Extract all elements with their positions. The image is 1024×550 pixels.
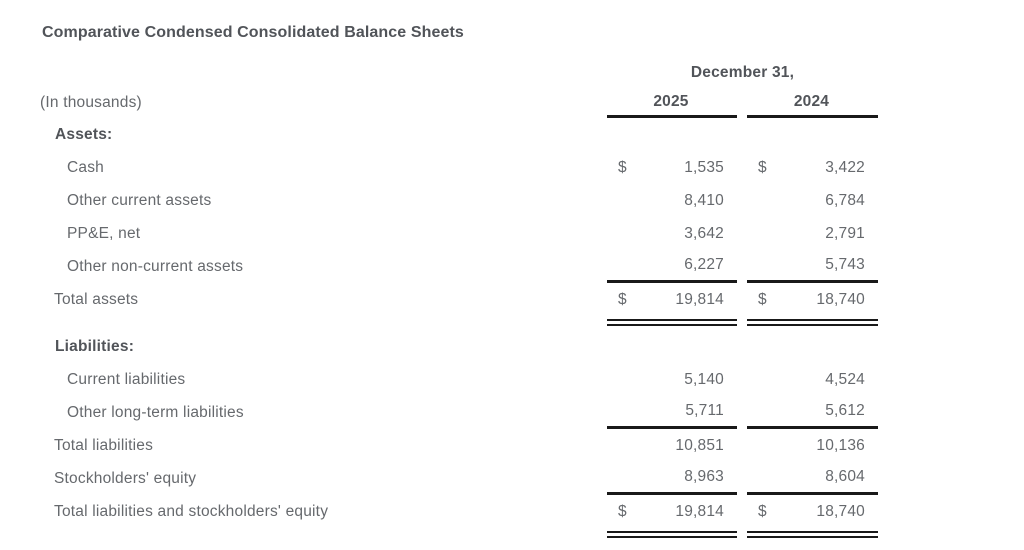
row-label: Total liabilities — [54, 436, 154, 454]
section-label: Assets: — [55, 125, 113, 143]
value-2024: 18,740 — [816, 502, 865, 520]
cell-2024: $ 3,422 — [747, 151, 878, 184]
column-header-2025: 2025 — [607, 88, 737, 118]
row-cash: Cash $ 1,535 $ 3,422 — [40, 151, 878, 184]
cell-2024: 5,743 — [747, 250, 878, 283]
row-label: Total assets — [54, 290, 139, 308]
value-2025: 8,963 — [684, 468, 724, 485]
row-label: Total liabilities and stockholders' equi… — [54, 502, 329, 520]
double-rule-grand-total — [40, 531, 878, 538]
cell-2025: $ 19,814 — [607, 495, 737, 528]
value-2025: 19,814 — [675, 502, 724, 520]
double-rule-total-assets — [40, 319, 878, 326]
row-other-long-term-liabilities: Other long-term liabilities 5,711 5,612 — [40, 396, 878, 429]
period-header: December 31, — [690, 64, 795, 81]
value-2025: 3,642 — [684, 224, 724, 242]
cell-2025: $ 1,535 — [607, 151, 737, 184]
value-2024: 18,740 — [816, 290, 865, 308]
cell-2025: 10,851 — [607, 429, 737, 462]
row-label: Other current assets — [67, 191, 212, 209]
cell-2025: 5,140 — [607, 363, 737, 396]
row-total-liabilities: Total liabilities 10,851 10,136 — [40, 429, 878, 462]
value-2024: 2,791 — [825, 224, 865, 242]
row-label: Current liabilities — [67, 370, 186, 388]
value-2024: 6,784 — [825, 191, 865, 209]
row-ppe-net: PP&E, net 3,642 2,791 — [40, 217, 878, 250]
currency-symbol: $ — [758, 158, 767, 176]
row-other-current-assets: Other current assets 8,410 6,784 — [40, 184, 878, 217]
value-2024: 3,422 — [825, 158, 865, 176]
row-label: Other long-term liabilities — [67, 403, 244, 421]
value-2024: 4,524 — [825, 370, 865, 388]
cell-2025: 6,227 — [607, 250, 737, 283]
currency-symbol: $ — [618, 290, 627, 308]
currency-symbol: $ — [618, 158, 627, 176]
section-heading-assets: Assets: — [40, 118, 878, 151]
value-2025: 8,410 — [684, 191, 724, 209]
balance-sheet-page: Comparative Condensed Consolidated Balan… — [0, 24, 1024, 538]
cell-2024: $ 18,740 — [747, 495, 878, 528]
cell-2024: 8,604 — [747, 462, 878, 495]
units-label: (In thousands) — [40, 94, 142, 111]
cell-2024: $ 18,740 — [747, 283, 878, 316]
cell-2025: 3,642 — [607, 217, 737, 250]
cell-2025: $ 19,814 — [607, 283, 737, 316]
currency-symbol: $ — [758, 502, 767, 520]
row-label: Other non-current assets — [67, 257, 244, 275]
balance-sheet-table: December 31, (In thousands) 2025 2024 As… — [40, 58, 878, 538]
currency-symbol: $ — [758, 290, 767, 308]
column-header-2024: 2024 — [747, 88, 878, 118]
row-stockholders-equity: Stockholders' equity 8,963 8,604 — [40, 462, 878, 495]
row-label: PP&E, net — [67, 224, 141, 242]
value-2025: 10,851 — [675, 436, 724, 454]
period-header-row: December 31, — [40, 58, 878, 88]
row-other-non-current-assets: Other non-current assets 6,227 5,743 — [40, 250, 878, 283]
row-label: Stockholders' equity — [54, 469, 197, 487]
cell-2024: 2,791 — [747, 217, 878, 250]
cell-2025: 8,963 — [607, 462, 737, 495]
row-label: Cash — [67, 158, 104, 176]
value-2025: 5,711 — [685, 402, 724, 419]
cell-2025: 8,410 — [607, 184, 737, 217]
value-2025: 19,814 — [675, 290, 724, 308]
cell-2025: 5,711 — [607, 396, 737, 429]
double-rule — [607, 531, 737, 538]
cell-2024: 6,784 — [747, 184, 878, 217]
double-rule — [747, 531, 878, 538]
page-title: Comparative Condensed Consolidated Balan… — [42, 24, 464, 41]
value-2024: 5,743 — [825, 256, 865, 273]
cell-2024: 10,136 — [747, 429, 878, 462]
value-2025: 6,227 — [684, 256, 724, 273]
section-heading-liabilities: Liabilities: — [40, 330, 878, 363]
value-2024: 5,612 — [825, 402, 865, 419]
value-2025: 1,535 — [684, 158, 724, 176]
section-label: Liabilities: — [55, 337, 135, 355]
double-rule — [747, 319, 878, 326]
cell-2024: 4,524 — [747, 363, 878, 396]
cell-2024: 5,612 — [747, 396, 878, 429]
row-total-liabilities-and-stockholders-equity: Total liabilities and stockholders' equi… — [40, 495, 878, 528]
double-rule — [607, 319, 737, 326]
currency-symbol: $ — [618, 502, 627, 520]
value-2024: 10,136 — [816, 436, 865, 454]
value-2025: 5,140 — [684, 370, 724, 388]
value-2024: 8,604 — [825, 468, 865, 485]
column-header-row: (In thousands) 2025 2024 — [40, 88, 878, 118]
row-total-assets: Total assets $ 19,814 $ 18,740 — [40, 283, 878, 316]
row-current-liabilities: Current liabilities 5,140 4,524 — [40, 363, 878, 396]
